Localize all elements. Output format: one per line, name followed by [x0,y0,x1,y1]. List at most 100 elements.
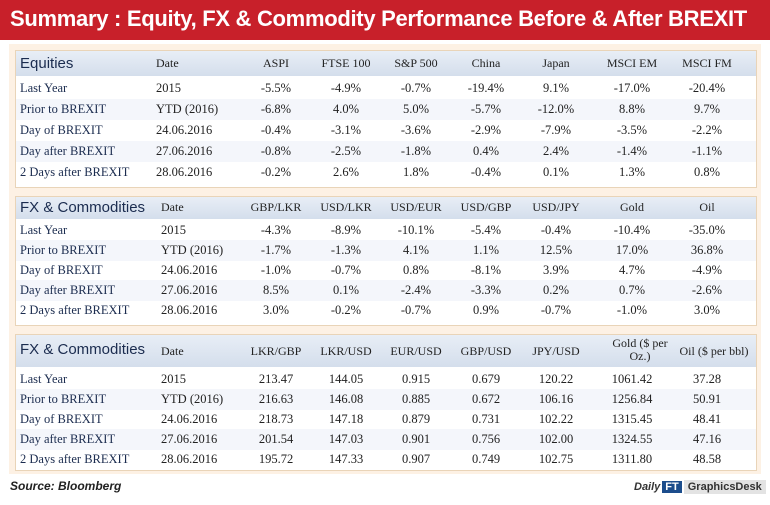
row-label: 2 Days after BREXIT [20,165,130,179]
table-header: FX & Commodities Date LKR/GBP LKR/USD EU… [16,335,756,367]
table-cell: -2.6% [691,283,723,297]
table-group-title: FX & Commodities [20,341,146,358]
table-cell: -0.7% [400,303,432,317]
table-cell: 36.8% [690,243,724,257]
row-label: 2 Days after BREXIT [20,303,130,317]
column-header: GBP/LKR [250,200,302,214]
table-row: Day of BREXIT 24.06.2016 218.73 147.18 0.879… [16,409,756,430]
row-date: 28.06.2016 [161,452,218,466]
table-cell: -4.9% [691,263,723,277]
table-cell: -4.9% [330,81,362,95]
column-header: JPY/USD [532,344,580,358]
table-row: Day after BREXIT 27.06.2016 201.54 147.03 0.… [16,429,756,450]
table-cell: 9.7% [693,102,721,116]
table-cell: -35.0% [688,223,726,237]
table-cell: -1.0% [260,263,292,277]
table-cell: -7.9% [540,123,572,137]
table-cell: 0.756 [471,432,501,446]
table-cell: 2.4% [542,144,570,158]
table-cell: 144.05 [328,372,364,386]
row-label: Day after BREXIT [20,432,116,446]
fx-commodities-price-table: FX & Commodities Date LKR/GBP LKR/USD EU… [15,334,757,471]
tables-container: Equities Date ASPI FTSE 100 S&P 500 Chin… [9,44,761,474]
column-header: Oil [699,200,715,214]
row-date: 24.06.2016 [161,412,218,426]
table-row: 2 Days after BREXIT 28.06.2016 3.0% -0.2% -0… [16,300,756,321]
table-cell: -8.9% [330,223,362,237]
table-cell: -0.7% [330,263,362,277]
table-cell: -3.3% [470,283,502,297]
table-cell: 3.9% [542,263,570,277]
table-row: Last Year 2015 -4.3% -8.9% -10.1% -5.4% -0.4% -… [16,220,756,241]
table-cell: 3.0% [262,303,290,317]
table-cell: 1.8% [402,165,430,179]
table-cell: 201.54 [258,432,294,446]
table-cell: -2.4% [400,283,432,297]
table-cell: 0.8% [402,263,430,277]
table-cell: -5.4% [470,223,502,237]
table-cell: 146.08 [328,392,364,406]
table-cell: -10.1% [397,223,435,237]
row-label: Day of BREXIT [20,263,103,277]
table-cell: 0.672 [471,392,501,406]
column-header: Japan [542,56,570,70]
table-cell: 1315.45 [611,412,653,426]
table-cell: 48.58 [692,452,722,466]
table-cell: 0.4% [472,144,500,158]
table-cell: -0.2% [260,165,292,179]
row-date: 27.06.2016 [161,432,218,446]
column-header: EUR/USD [390,344,442,358]
table-cell: 0.679 [471,372,501,386]
table-cell: 48.41 [692,412,722,426]
row-label: 2 Days after BREXIT [20,452,130,466]
date-column-header: Date [161,200,184,214]
table-cell: 0.1% [332,283,360,297]
table-cell: -12.0% [537,102,575,116]
table-cell: 195.72 [258,452,294,466]
row-label: Prior to BREXIT [20,102,107,116]
table-row: Day after BREXIT 27.06.2016 -0.8% -2.5% -1.8… [16,141,756,162]
table-row: Prior to BREXIT YTD (2016) -6.8% 4.0% 5.0% -5… [16,99,756,120]
row-date: 2015 [161,372,186,386]
row-date: 27.06.2016 [161,283,218,297]
column-header: MSCI EM [606,56,658,70]
table-cell: -0.8% [260,144,292,158]
column-header: Gold ($ per Oz.) [612,336,668,363]
table-cell: 0.879 [401,412,431,426]
table-cell: -0.7% [400,81,432,95]
column-header: USD/LKR [320,200,372,214]
table-row: Day of BREXIT 24.06.2016 -1.0% -0.7% 0.8% -8.… [16,260,756,281]
table-cell: 216.63 [258,392,294,406]
table-header: FX & Commodities Date GBP/LKR USD/LKR US… [16,197,756,219]
table-row: Last Year 2015 -5.5% -4.9% -0.7% -19.4% 9.1% -1… [16,78,756,99]
table-cell: 0.731 [471,412,501,426]
table-cell: -0.4% [470,165,502,179]
table-cell: 37.28 [692,372,722,386]
table-cell: 12.5% [539,243,573,257]
table-cell: 120.22 [538,372,574,386]
logo-ft: FT [662,481,682,493]
table-cell: -0.7% [540,303,572,317]
table-cell: 0.885 [401,392,431,406]
column-header: GBP/USD [460,344,512,358]
table-cell: -1.1% [691,144,723,158]
table-cell: -1.4% [616,144,648,158]
table-cell: 50.91 [692,392,722,406]
table-cell: 2.6% [332,165,360,179]
source-note: Source: Bloomberg [10,479,122,493]
row-date: 28.06.2016 [156,165,213,179]
table-cell: -2.5% [330,144,362,158]
row-label: Prior to BREXIT [20,392,107,406]
table-cell: 0.1% [542,165,570,179]
table-cell: 3.0% [693,303,721,317]
table-cell: 0.749 [471,452,501,466]
column-header: LKR/USD [320,344,372,358]
table-cell: 1324.55 [611,432,653,446]
table-row: 2 Days after BREXIT 28.06.2016 -0.2% 2.6% 1.… [16,162,756,183]
table-group-title: Equities [20,55,74,72]
graphics-desk-logo: Daily FT GraphicsDesk [634,479,766,495]
table-cell: -2.2% [691,123,723,137]
column-header: Gold [620,200,644,214]
row-label: Prior to BREXIT [20,243,107,257]
table-cell: 147.33 [328,452,364,466]
